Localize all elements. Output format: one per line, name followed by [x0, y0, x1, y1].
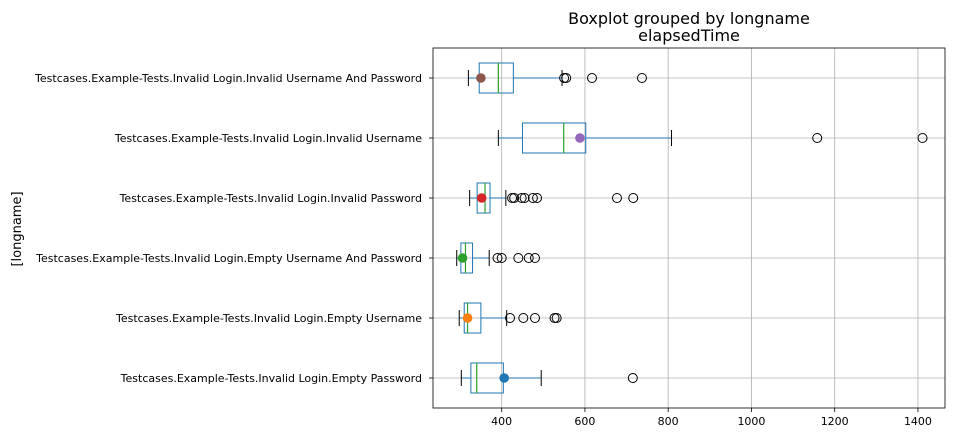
box-group [497, 122, 928, 154]
mean-marker [476, 193, 487, 203]
outlier-point [523, 253, 534, 263]
box-group [460, 362, 638, 394]
outlier-point [627, 373, 638, 383]
outlier-point [529, 313, 540, 323]
y-tick-label: Testcases.Example-Tests.Invalid Login.In… [114, 132, 422, 145]
y-tick-label: Testcases.Example-Tests.Invalid Login.In… [34, 72, 422, 85]
grid-layer [433, 48, 945, 408]
mean-marker [476, 73, 486, 83]
box-group [456, 242, 540, 274]
x-tick-label: 1000 [737, 415, 765, 428]
outlier-point [636, 73, 647, 83]
chart-subtitle: elapsedTime [638, 26, 740, 45]
outlier-point [587, 73, 598, 83]
x-tick-label: 600 [574, 415, 595, 428]
plot-frame [432, 47, 946, 409]
outlier-point [519, 193, 530, 203]
mean-marker [575, 133, 585, 143]
box-group [458, 302, 562, 334]
outlier-point [527, 193, 538, 203]
iqr-box [521, 122, 587, 154]
outlier-point [529, 253, 540, 263]
outlier-point [513, 253, 524, 263]
x-tick-label: 400 [491, 415, 512, 428]
outlier-point [628, 193, 639, 203]
outlier-point [505, 313, 516, 323]
mean-marker [462, 313, 473, 323]
chart-title: Boxplot grouped by longname [568, 9, 810, 28]
outlier-point [551, 313, 562, 323]
x-tick-label: 1400 [904, 415, 932, 428]
outlier-point [611, 193, 622, 203]
x-tick-label: 1200 [821, 415, 849, 428]
outlier-point [532, 193, 543, 203]
outlier-point [509, 193, 520, 203]
x-tick-label: 800 [658, 415, 679, 428]
outlier-point [561, 73, 572, 83]
mean-marker [457, 253, 468, 263]
outlier-point [518, 313, 529, 323]
outlier-point [516, 193, 527, 203]
tick-layer: 400 600 800 1000 1200 1400 Testcases.Example-T… [34, 72, 932, 428]
y-tick-label: Testcases.Example-Tests.Invalid Login.Em… [115, 312, 422, 325]
mean-marker [499, 373, 509, 383]
box-group [467, 62, 647, 94]
box-group [469, 182, 639, 214]
box-layer [456, 62, 928, 394]
outlier-point [496, 253, 507, 263]
y-tick-label: Testcases.Example-Tests.Invalid Login.Em… [35, 252, 422, 265]
outlier-point [917, 133, 928, 143]
y-tick-label: Testcases.Example-Tests.Invalid Login.In… [119, 192, 422, 205]
outlier-point [492, 253, 503, 263]
outlier-point [812, 133, 823, 143]
y-axis-label: [longname] [10, 191, 25, 266]
y-tick-label: Testcases.Example-Tests.Invalid Login.Em… [120, 372, 422, 385]
